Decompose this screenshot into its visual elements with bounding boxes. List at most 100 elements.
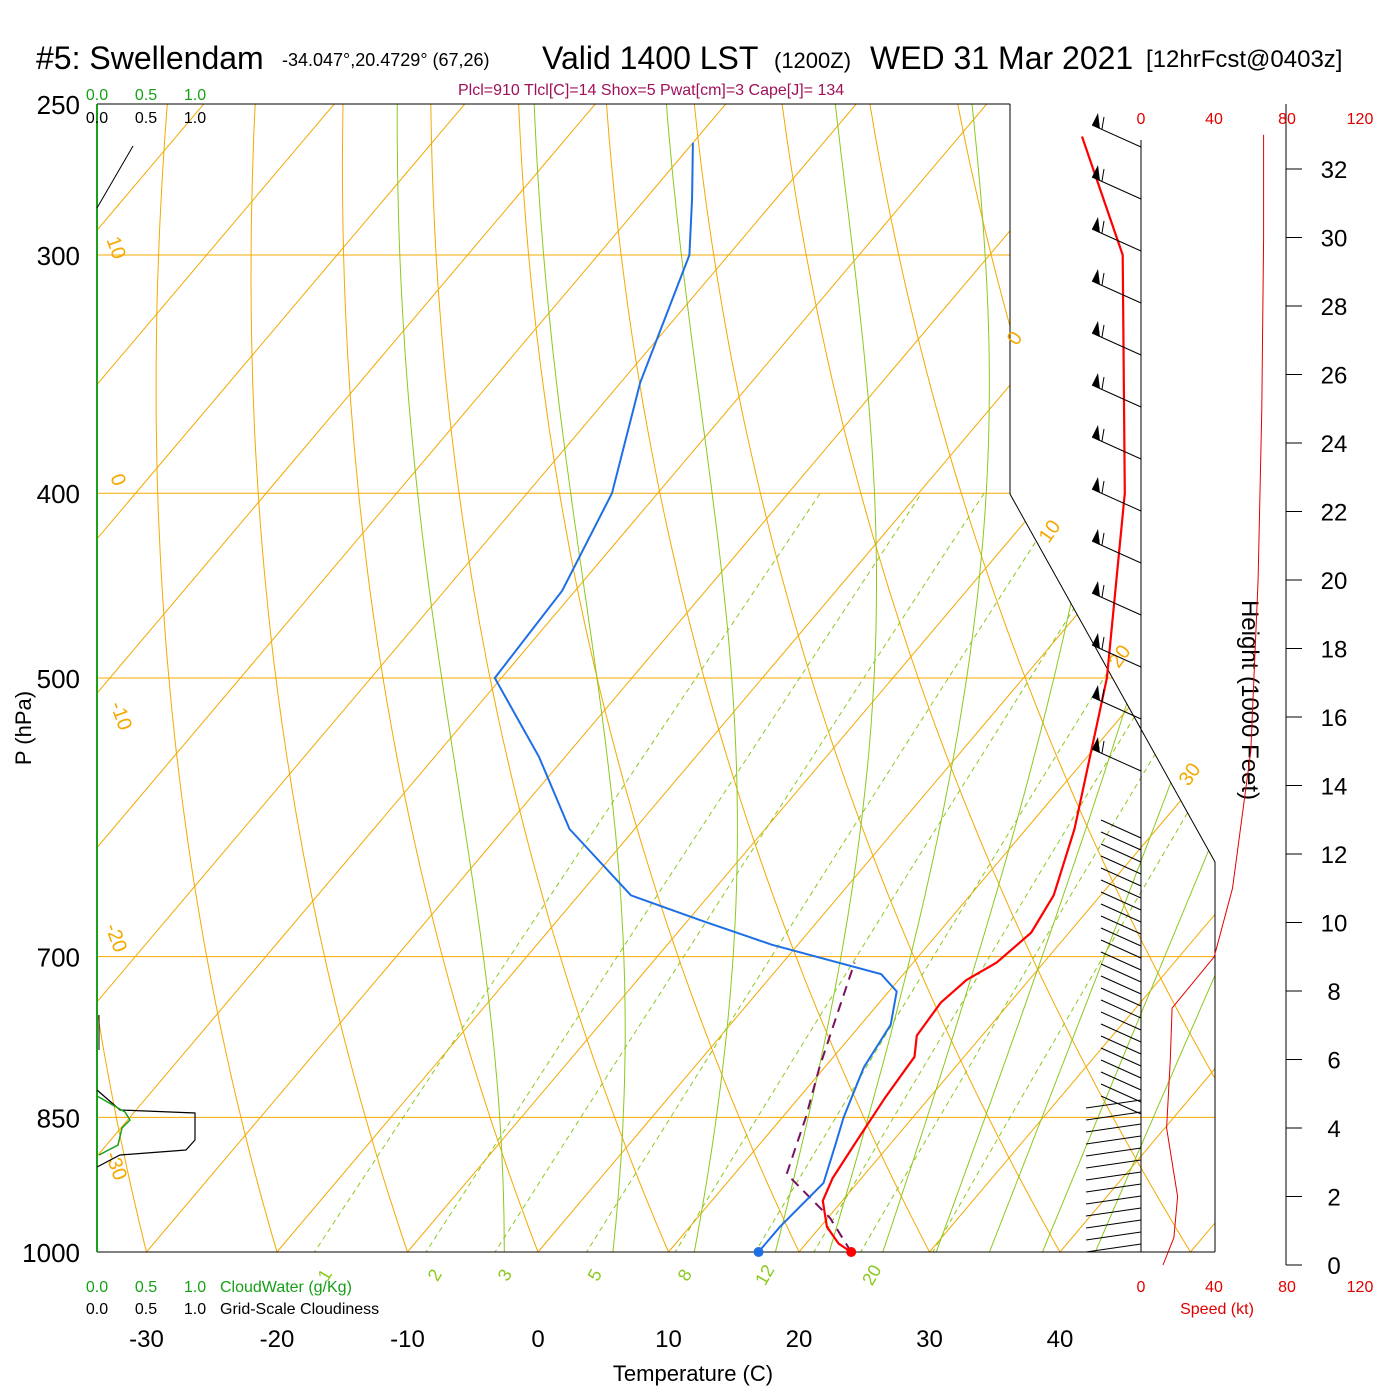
- y-axis-title: P (hPa): [11, 691, 36, 765]
- cloudwater-bottom-tick: 0.5: [135, 1279, 157, 1296]
- cloudiness-top-tick: 1.0: [184, 110, 206, 127]
- height-tick-label: 0: [1327, 1253, 1340, 1280]
- height-tick-label: 14: [1321, 774, 1348, 801]
- wind-barb-staff: [1091, 540, 1142, 564]
- isotherm-line: [97, 104, 466, 1252]
- temperature-tick-label: 30: [916, 1326, 943, 1353]
- wind-barb-staff: [1091, 488, 1142, 512]
- wind-barb-pennant: [1092, 477, 1100, 493]
- surface-dewpoint-dot: [753, 1247, 764, 1257]
- isotherm-line: [97, 104, 988, 1252]
- isotherm-line: [407, 104, 1215, 1252]
- mixing-ratio-label: 12: [751, 1261, 778, 1288]
- wind-barb-feather: [1101, 376, 1105, 390]
- height-tick-label: 20: [1321, 568, 1348, 595]
- cloudiness-top-tick: 0.5: [135, 110, 157, 127]
- pressure-tick-label: 700: [37, 943, 80, 973]
- isotherm-line: [1190, 104, 1215, 1252]
- wind-barb-staff: [1091, 280, 1142, 304]
- wind-barb-staff: [1091, 228, 1142, 252]
- temperature-profile: [821, 136, 1126, 1253]
- cloudwater-profile: [96, 1095, 131, 1156]
- height-tick-label: 10: [1321, 911, 1348, 938]
- dry-adiabat: [950, 104, 1215, 1252]
- isotherm-label: -20: [100, 921, 131, 956]
- mixing-ratio-line: [474, 492, 985, 1252]
- mixing-ratio-line: [565, 492, 1068, 1252]
- wind-barb-staff: [1100, 843, 1142, 863]
- moist-adiabat: [1077, 104, 1215, 1252]
- isotherm-line: [1321, 104, 1400, 1252]
- dry-adiabat: [1299, 70, 1400, 1292]
- pressure-tick-label: 500: [37, 664, 80, 694]
- dewpoint-profile: [493, 142, 898, 1253]
- wind-barb-staff: [1100, 855, 1142, 875]
- parcel-params: Plcl=910 Tlcl[C]=14 Shox=5 Pwat[cm]=3 Ca…: [458, 82, 845, 99]
- moist-adiabat: [533, 104, 626, 1252]
- wind-barb-staff: [1085, 1183, 1142, 1193]
- height-tick-label: 12: [1321, 842, 1348, 869]
- wind-barb-feather: [1101, 688, 1105, 702]
- wind-barb-staff: [1091, 124, 1142, 148]
- wind-barb-staff: [1085, 1123, 1142, 1133]
- forecast-info: [12hrFcst@0403z]: [1146, 46, 1343, 73]
- dry-adiabat: [1385, 70, 1400, 1292]
- cloudiness-bottom-tick: 0.5: [135, 1301, 157, 1318]
- wind-barb-staff: [1085, 1147, 1142, 1157]
- wind-barb-staff: [1100, 1071, 1142, 1091]
- wind-barb-pennant: [1092, 321, 1100, 337]
- cloudwater-top-tick: 0.5: [135, 87, 157, 104]
- isotherm-line: [97, 104, 335, 1252]
- wind-barb-staff: [1100, 879, 1142, 899]
- height-tick-label: 16: [1321, 705, 1348, 732]
- wind-barb-staff: [1100, 1011, 1142, 1031]
- cloudiness-bottom-tick: 1.0: [184, 1301, 206, 1318]
- x-axis-title: Temperature (C): [613, 1361, 773, 1386]
- wind-barb-pennant: [1092, 373, 1100, 389]
- wind-barb-staff: [1085, 1219, 1142, 1229]
- moist-adiabat: [868, 104, 1124, 1252]
- speed-top-tick: 120: [1347, 111, 1374, 128]
- height-tick-label: 8: [1327, 979, 1340, 1006]
- moist-adiabat: [973, 104, 1215, 1252]
- wind-barb-staff: [1091, 384, 1142, 408]
- station-title: #5: Swellendam: [36, 40, 264, 76]
- speed-bottom-tick: 80: [1278, 1279, 1296, 1296]
- isotherm-label: 0: [1003, 328, 1027, 350]
- wind-barb-staff: [1100, 927, 1142, 947]
- dry-adiabat: [777, 104, 1215, 1252]
- mixing-ratio-line: [841, 492, 1215, 1252]
- height-tick-label: 28: [1321, 294, 1348, 321]
- height-tick-label: 18: [1321, 637, 1348, 664]
- speed-top-tick: 40: [1205, 111, 1223, 128]
- station-coords: -34.047°,20.4729° (67,26): [282, 50, 490, 70]
- wind-barb-staff: [1100, 891, 1142, 911]
- wind-barb-feather: [1101, 272, 1105, 286]
- speed-top-tick: 0: [1137, 111, 1146, 128]
- speed-top-tick: 80: [1278, 111, 1296, 128]
- wind-barb-feather: [1101, 220, 1105, 234]
- mixing-ratio-label: 5: [584, 1266, 606, 1285]
- pressure-tick-label: 1000: [22, 1238, 80, 1268]
- frame-slope: [1009, 493, 1216, 1252]
- wind-barb-staff: [1085, 1111, 1142, 1121]
- wind-barb-staff: [1100, 915, 1142, 935]
- height-tick-label: 4: [1327, 1116, 1340, 1143]
- dry-adiabat: [690, 104, 1084, 1252]
- temperature-tick-label: 0: [531, 1326, 544, 1353]
- wind-barb-feather: [1101, 636, 1105, 650]
- wind-barb-staff: [1085, 1135, 1142, 1145]
- wind-barb-pennant: [1092, 165, 1100, 181]
- moist-adiabat: [816, 104, 990, 1252]
- wind-barb-feather: [1101, 168, 1105, 182]
- wind-barb-staff: [1085, 1159, 1142, 1169]
- wind-barb-feather: [1101, 324, 1105, 338]
- isotherm-label: 10: [101, 234, 129, 262]
- dry-adiabat: [1037, 104, 1215, 1252]
- wind-barb-pennant: [1092, 737, 1100, 753]
- height-tick-label: 24: [1321, 431, 1348, 458]
- wind-barb-staff: [1085, 1195, 1142, 1205]
- speed-bottom-tick: 120: [1347, 1279, 1374, 1296]
- wind-barb-staff: [1091, 644, 1142, 668]
- wind-barb-pennant: [1092, 529, 1100, 545]
